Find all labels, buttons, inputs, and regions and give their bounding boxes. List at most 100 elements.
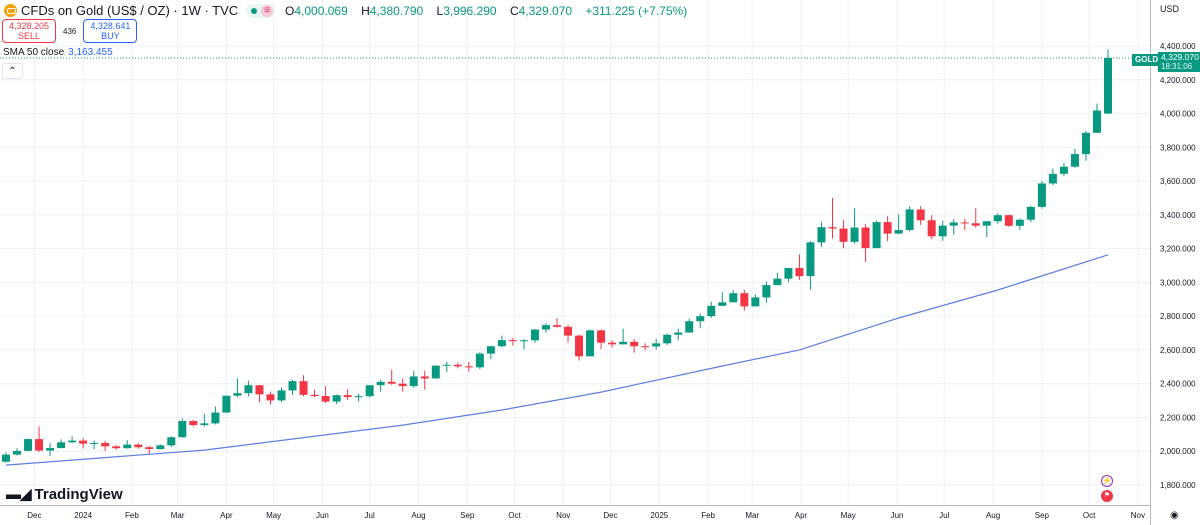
candle-body [993, 215, 1002, 222]
candle [200, 413, 209, 427]
candle [13, 448, 22, 456]
lightning-icon[interactable]: ⚡ [1101, 475, 1113, 487]
time-tick-label: Apr [220, 511, 233, 520]
candle-body [1070, 154, 1079, 167]
candle [24, 438, 33, 452]
time-tick-label: Nov [1131, 511, 1145, 520]
collapse-legend-button[interactable]: ⌃ [2, 63, 23, 79]
candle [508, 337, 517, 346]
time-tick-label: Aug [411, 511, 425, 520]
candle [398, 378, 407, 392]
candle [178, 418, 187, 438]
candle-body [828, 227, 837, 229]
candle [641, 343, 650, 351]
bar-countdown: 18:31:06 [1161, 62, 1193, 71]
candle [1092, 103, 1101, 133]
symbol-header: CFDs on Gold (US$ / OZ) · 1W · TVC ≡ O4,… [4, 3, 692, 18]
candle-body [619, 341, 628, 345]
time-axis[interactable]: Dec 2024 Feb Mar Apr May Jun Jul Aug Sep Oct Nov Dec… [27, 511, 1145, 520]
price-tick-label: 2,400.000 [1160, 380, 1196, 389]
candle [101, 440, 110, 452]
time-tick-label: Sep [460, 511, 475, 520]
sell-button[interactable]: 4,328.205 SELL [2, 19, 56, 43]
sma-legend[interactable]: SMA 50 close 3,163.455 [3, 47, 113, 58]
time-tick-label: Feb [701, 511, 715, 520]
candle [145, 446, 154, 454]
price-tick-label: 3,400.000 [1160, 211, 1196, 220]
candle-body [597, 330, 606, 343]
candle-body [134, 444, 143, 448]
candle-body [145, 447, 154, 450]
candle-body [784, 268, 793, 279]
candle [916, 206, 925, 225]
sma-50-line [5, 254, 1109, 466]
candle-body [949, 222, 958, 226]
candle [387, 369, 396, 385]
candle [696, 313, 705, 328]
candle-body [1059, 166, 1068, 174]
candle-body [354, 396, 363, 398]
candle-body [1004, 215, 1013, 226]
open-value: 4,000.069 [294, 3, 348, 18]
candle [475, 352, 484, 370]
candle-body [641, 346, 650, 348]
candle [883, 216, 892, 242]
time-tick-label: Aug [986, 511, 1000, 520]
sma-label: SMA 50 close [3, 47, 65, 58]
candle-body [806, 242, 815, 277]
candle [211, 406, 220, 425]
candle-body [442, 364, 451, 366]
flag-badge-icon: ≡ [261, 4, 274, 17]
candle [839, 220, 848, 249]
candle-body [310, 394, 319, 397]
candle [927, 215, 936, 240]
candle [762, 281, 771, 303]
candle [575, 334, 584, 361]
candle [1070, 148, 1079, 168]
candle-body [497, 340, 506, 347]
price-axis[interactable]: 1,800.000 2,000.000 2,200.000 2,400.000 2,60… [1160, 42, 1196, 490]
candle-body [541, 325, 550, 330]
candle [112, 445, 121, 450]
candle-body [652, 343, 661, 347]
symbol-price-tag: GOLD [1132, 54, 1162, 66]
candle [674, 328, 683, 341]
symbol-title[interactable]: CFDs on Gold (US$ / OZ) · 1W · TVC [21, 3, 239, 18]
candle-body [79, 440, 88, 444]
candle [68, 436, 77, 444]
candle-body [475, 353, 484, 368]
candle-body [883, 222, 892, 234]
candle-body [189, 421, 198, 426]
candle-body [971, 223, 980, 226]
candle [2, 452, 10, 463]
candle-body [663, 334, 672, 344]
currency-selector[interactable]: USD [1160, 4, 1180, 14]
market-status-pill[interactable]: ≡ [246, 3, 276, 18]
time-tick-label: Sep [1035, 511, 1050, 520]
buy-button[interactable]: 4,328.641 BUY [83, 19, 138, 43]
candle [597, 329, 606, 350]
grid [0, 0, 1150, 505]
time-tick-label: Jul [365, 511, 375, 520]
price-tick-label: 3,000.000 [1160, 278, 1196, 287]
candle-body [68, 440, 77, 443]
price-tick-label: 4,200.000 [1160, 76, 1196, 85]
candle [971, 208, 980, 228]
candle [872, 220, 881, 249]
settings-icon[interactable]: ◉ [1170, 510, 1179, 521]
time-tick-label: May [266, 511, 281, 520]
candle [156, 444, 165, 450]
candle-body [420, 376, 429, 379]
candle-body [101, 442, 110, 447]
tradingview-logo[interactable]: ▬◢ TradingView [6, 485, 123, 504]
candle-body [35, 439, 44, 451]
open-label: O [285, 3, 295, 18]
trade-panel: 4,328.205 SELL 436 4,328.641 BUY [2, 19, 138, 43]
candle [299, 375, 308, 397]
time-tick-label: 2025 [650, 511, 668, 520]
candle [806, 241, 815, 290]
candle-body [288, 381, 297, 391]
candle-body [729, 293, 738, 303]
us-flag-icon[interactable]: ⚑ [1101, 490, 1113, 502]
